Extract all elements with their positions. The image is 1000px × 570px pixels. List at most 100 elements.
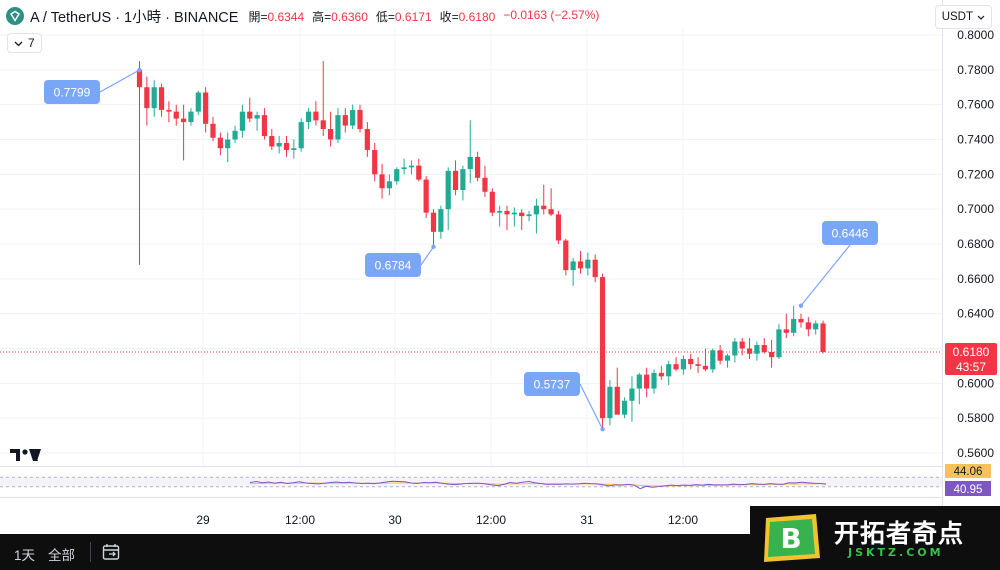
low-label: 低= [375, 9, 395, 24]
indicators-toggle-button[interactable]: 7 [7, 33, 42, 53]
candle-body [805, 322, 811, 330]
candle-body [563, 240, 569, 271]
callout-anchor-dot [798, 303, 804, 308]
time-axis-label: 30 [388, 513, 402, 527]
rsi-value-tag [945, 481, 991, 496]
candle-body [651, 372, 657, 389]
candle-body [776, 329, 782, 358]
candle-body [445, 170, 451, 210]
range-all-button[interactable]: 全部 [48, 548, 75, 563]
candle-body [386, 181, 392, 189]
time-axis-label: 12:00 [476, 513, 506, 527]
rsi-line [249, 480, 827, 490]
candle-body [364, 129, 370, 150]
candle-body [136, 70, 143, 88]
candle-body [813, 323, 819, 330]
candle-body [313, 111, 319, 121]
price-axis-label: 0.5800 [957, 411, 994, 425]
candle-body [585, 259, 591, 269]
chevron-down-icon [14, 36, 23, 50]
candle-body [717, 350, 723, 361]
candle-body [151, 87, 157, 109]
candle-body [746, 348, 753, 354]
callout-leader-line [99, 69, 140, 93]
open-label: 開= [248, 9, 268, 24]
candle-body [158, 87, 165, 110]
last-price-value: 0.6180 [953, 345, 990, 359]
rsi-ma-tag [945, 464, 991, 478]
candle-body [298, 122, 304, 149]
callout-anchor-dot [600, 426, 605, 432]
candle-body [452, 170, 459, 191]
candle-body [320, 120, 326, 130]
candle-body [430, 212, 437, 232]
candle-body [372, 149, 378, 175]
watermark-title: 开拓者奇点 [834, 519, 965, 548]
callout-label: 0.7799 [54, 86, 91, 100]
price-axis-label: 0.7800 [957, 63, 994, 77]
candle-body [217, 137, 223, 149]
candle-body [732, 341, 738, 356]
candle-body [269, 136, 275, 147]
goto-date-icon[interactable] [102, 543, 122, 564]
candle-body [188, 111, 194, 123]
candle-body [482, 177, 488, 192]
candle-body [305, 111, 312, 123]
candle-body [489, 191, 495, 213]
candle-body [761, 345, 767, 352]
candle-body [622, 400, 628, 415]
callout-anchor-dot [431, 244, 436, 249]
candle-body [173, 111, 179, 119]
candle-body [791, 318, 797, 333]
candle-body [724, 355, 731, 361]
price-axis-label: 0.6800 [957, 237, 994, 251]
symbol-title[interactable]: A / TetherUS · 1小時 · BINANCE [30, 9, 239, 26]
candle-body [783, 329, 789, 333]
rsi-band [0, 477, 942, 487]
candle-body [239, 111, 245, 131]
range-1d-button[interactable]: 1天 [14, 548, 36, 563]
callout-leader-line [420, 246, 434, 266]
candle-body [680, 358, 686, 370]
candle-body [467, 156, 473, 170]
candle-body [438, 209, 444, 232]
candle-body [504, 210, 510, 215]
last-price-tag [945, 342, 997, 375]
watermark-subtitle: JSKTZ.COM [848, 546, 944, 559]
candle-body [644, 374, 650, 389]
tradingview-logo[interactable] [10, 447, 42, 467]
price-axis-label: 0.8000 [957, 28, 994, 42]
candle-body [629, 388, 635, 401]
candle-body [379, 174, 385, 189]
candle-body [526, 214, 532, 217]
callout-leader-line [579, 383, 604, 430]
candle-body [541, 205, 547, 210]
high-label: 高= [312, 9, 332, 24]
callout-label: 0.6446 [832, 227, 869, 241]
candle-body [607, 386, 613, 419]
candle-body [555, 214, 562, 241]
watermark-badge-letter: B [780, 522, 801, 555]
callout-leader-line [800, 244, 851, 307]
candle-body [408, 165, 415, 168]
rsi-value: 40.95 [954, 484, 983, 496]
candle-body [702, 365, 709, 370]
high-value: 0.6360 [331, 9, 368, 24]
candle-body [710, 350, 716, 370]
candle-body [195, 92, 201, 112]
chart-header: A / TetherUS · 1小時 · BINANCE 開=0.6344 高=… [6, 6, 599, 26]
time-axis-label: 29 [196, 513, 210, 527]
candle-body [416, 165, 422, 180]
candle-body [636, 374, 642, 389]
candle-body [423, 179, 429, 213]
candle-body [144, 87, 150, 109]
candle-body [247, 111, 253, 119]
callout-box [44, 80, 100, 104]
candle-body [210, 123, 216, 138]
price-axis-label: 0.7400 [957, 133, 994, 147]
currency-button[interactable]: USDT [934, 5, 992, 29]
callout-box [822, 221, 878, 245]
candle-body [254, 115, 260, 119]
price-axis-label: 0.6000 [957, 376, 994, 390]
